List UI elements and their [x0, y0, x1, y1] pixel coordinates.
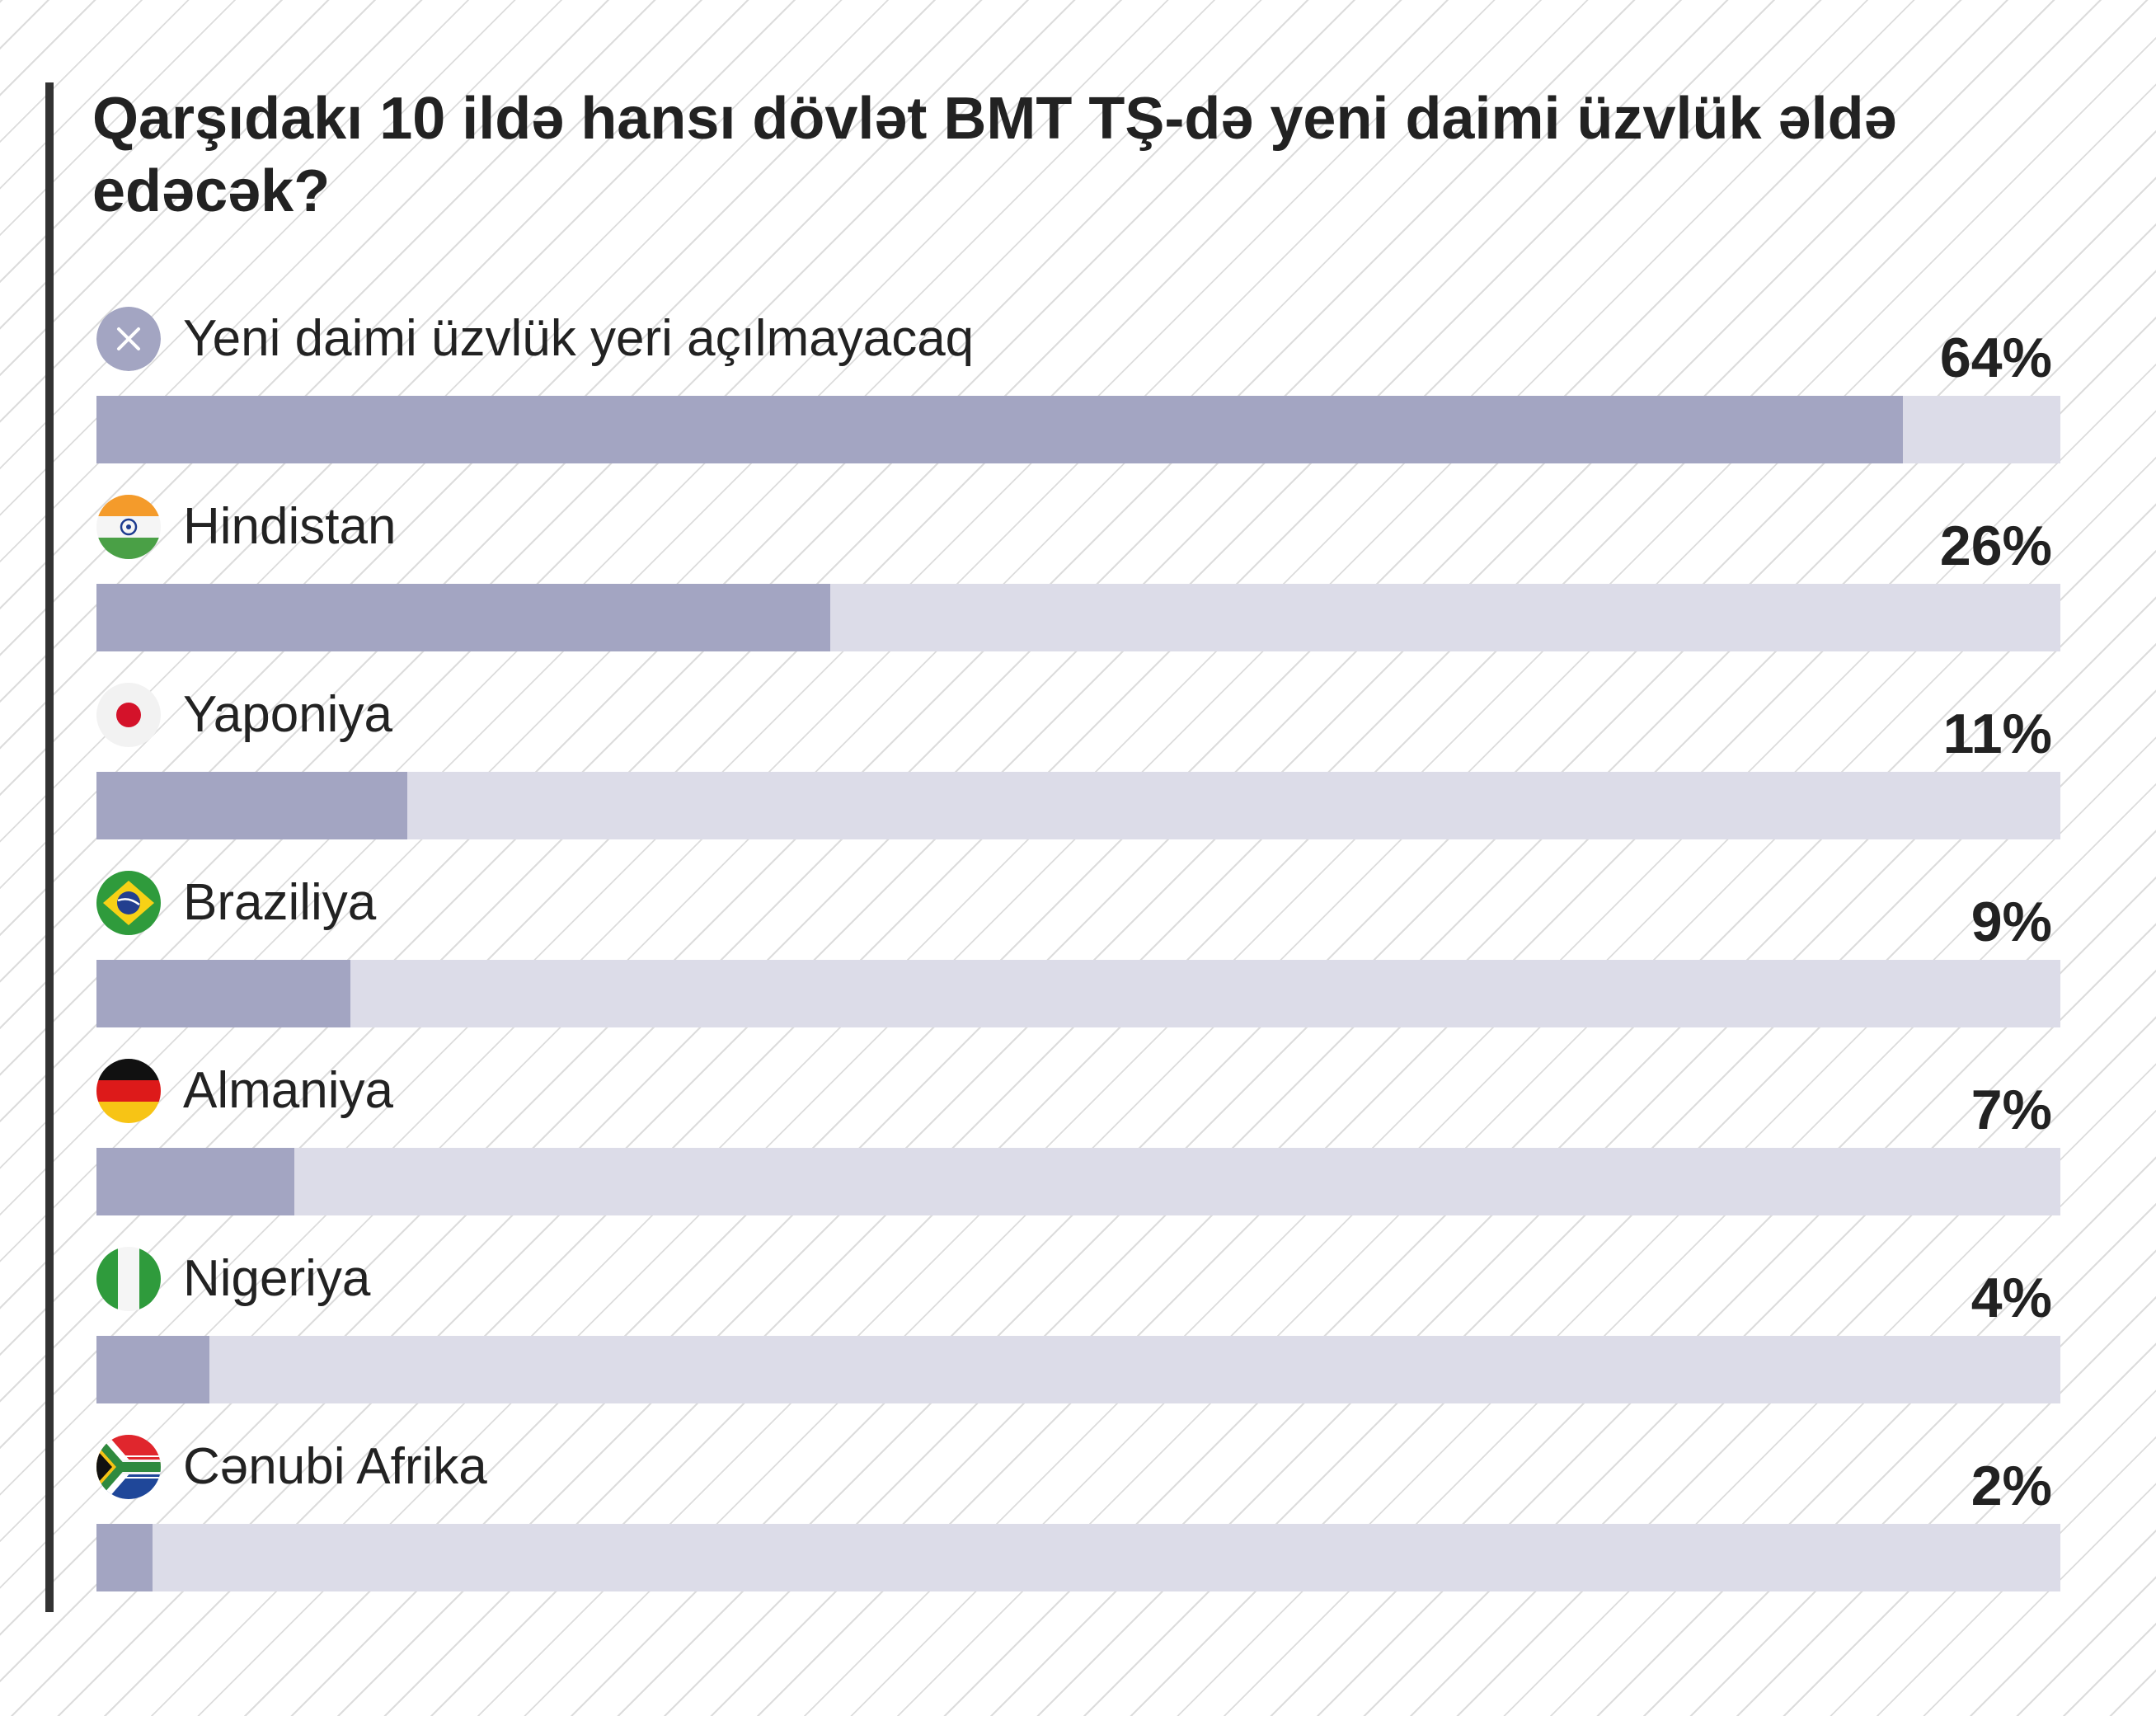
- value-label: 64%: [1939, 327, 2052, 389]
- bar-fill: [96, 1336, 209, 1403]
- bar-track: [96, 960, 2060, 1027]
- bar-fill: [96, 584, 830, 651]
- value-label: 26%: [1939, 515, 2052, 577]
- x-icon: [96, 307, 161, 371]
- value-label: 9%: [1970, 891, 2052, 953]
- bar-fill: [96, 1524, 153, 1591]
- bar-label: Hindistan: [183, 498, 397, 555]
- bar-track: [96, 584, 2060, 651]
- bar-fill: [96, 396, 1903, 463]
- value-label: 7%: [1970, 1079, 2052, 1141]
- bar-fill: [96, 960, 350, 1027]
- bar-label: Braziliya: [183, 874, 377, 931]
- bar-label: Yeni daimi üzvlük yeri açılmayacaq: [183, 310, 975, 367]
- bar-row: Yeni daimi üzvlük yeri açılmayacaq 64%: [96, 307, 2060, 472]
- bar-row: Hindistan 26%: [96, 495, 2060, 660]
- brazil-flag-icon: [96, 871, 161, 935]
- bar-row: Yaponiya 11%: [96, 683, 2060, 848]
- bar-label: Cənubi Afrika: [183, 1438, 487, 1495]
- bar-track: [96, 1336, 2060, 1403]
- bar-label: Yaponiya: [183, 686, 392, 743]
- bar-track: [96, 772, 2060, 839]
- accent-bar: [45, 82, 54, 1612]
- bar-row: Braziliya 9%: [96, 871, 2060, 1036]
- bar-row: Nigeriya 4%: [96, 1247, 2060, 1412]
- chart-title: Qarşıdakı 10 ildə hansı dövlət BMT TŞ-də…: [92, 86, 1897, 224]
- bar-track: [96, 1148, 2060, 1215]
- germany-flag-icon: [96, 1059, 161, 1123]
- nigeria-flag-icon: [96, 1247, 161, 1311]
- bar-track: [96, 1524, 2060, 1591]
- japan-flag-icon: [96, 683, 161, 747]
- bar-label: Nigeriya: [183, 1250, 371, 1307]
- bar-fill: [96, 1148, 294, 1215]
- value-label: 11%: [1942, 703, 2052, 765]
- bar-label: Almaniya: [183, 1062, 393, 1119]
- bar-row: Almaniya 7%: [96, 1059, 2060, 1224]
- value-label: 2%: [1970, 1455, 2052, 1517]
- south-africa-flag-icon: [96, 1435, 161, 1499]
- bar-fill: [96, 772, 407, 839]
- bar-track: [96, 396, 2060, 463]
- bar-row: Cənubi Afrika 2%: [96, 1435, 2060, 1600]
- india-flag-icon: [96, 495, 161, 559]
- value-label: 4%: [1970, 1267, 2052, 1329]
